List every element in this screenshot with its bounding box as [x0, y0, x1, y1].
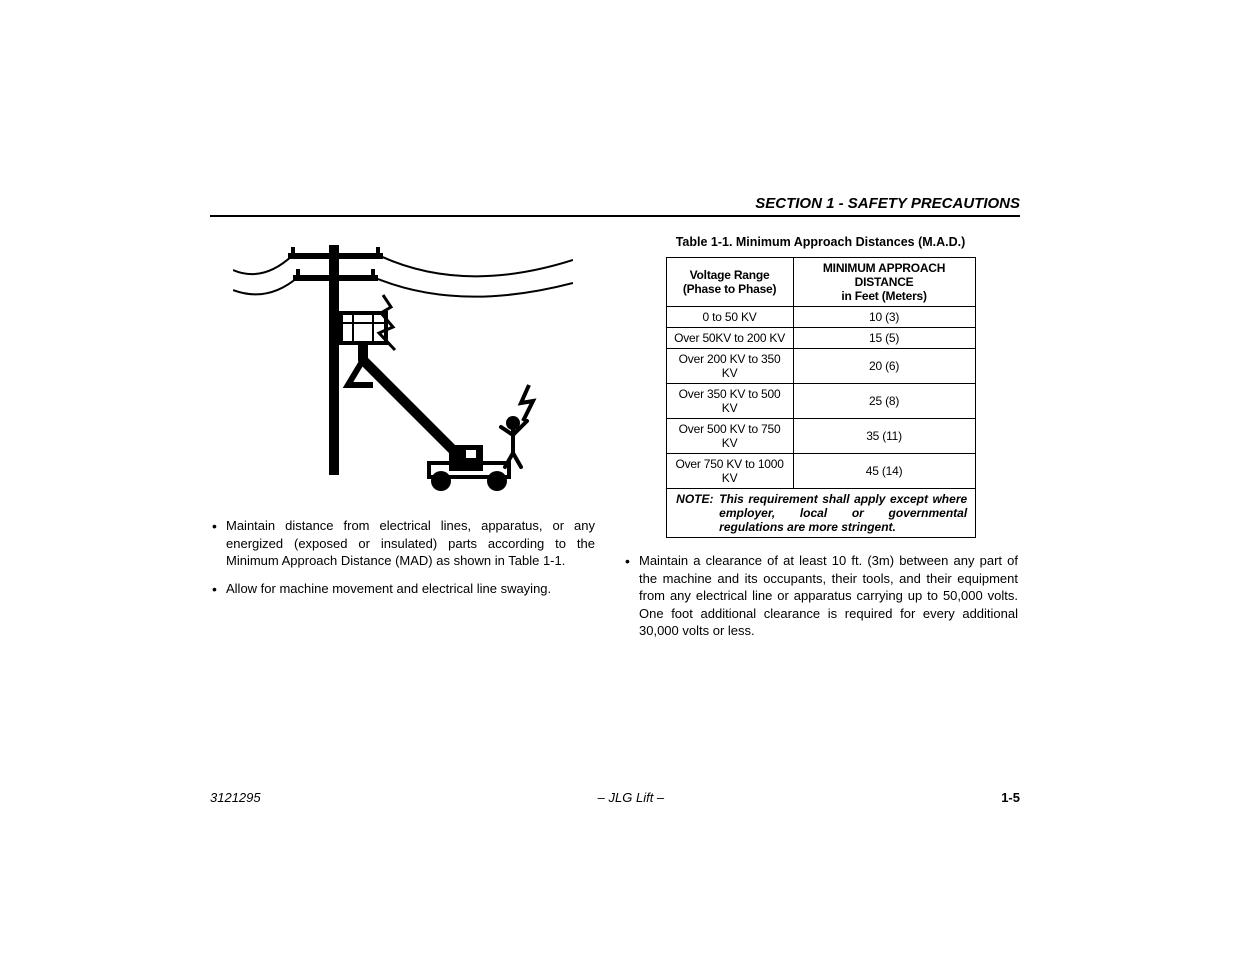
- table-note-row: NOTE: This requirement shall apply excep…: [666, 489, 975, 538]
- right-bullet-list: Maintain a clearance of at least 10 ft. …: [623, 552, 1018, 640]
- cell-range: Over 500 KV to 750 KV: [666, 419, 793, 454]
- note-label: NOTE:: [674, 492, 716, 506]
- table-row: Over 200 KV to 350 KV 20 (6): [666, 349, 975, 384]
- table-caption: Table 1-1. Minimum Approach Distances (M…: [623, 235, 1018, 249]
- table-note-cell: NOTE: This requirement shall apply excep…: [666, 489, 975, 538]
- header-text: (Phase to Phase): [683, 282, 777, 296]
- footer-center: – JLG Lift –: [261, 790, 1002, 805]
- two-column-layout: Maintain distance from electrical lines,…: [210, 235, 1020, 650]
- note-body: This requirement shall apply except wher…: [719, 492, 967, 534]
- cell-range: Over 750 KV to 1000 KV: [666, 454, 793, 489]
- cell-range: Over 50KV to 200 KV: [666, 328, 793, 349]
- table-row: Over 50KV to 200 KV 15 (5): [666, 328, 975, 349]
- col-header-voltage: Voltage Range (Phase to Phase): [666, 258, 793, 307]
- bullet-item: Maintain a clearance of at least 10 ft. …: [623, 552, 1018, 640]
- header-text: in Feet (Meters): [841, 289, 926, 303]
- page-content: SECTION 1 - SAFETY PRECAUTIONS: [210, 195, 1020, 650]
- bullet-item: Allow for machine movement and electrica…: [210, 580, 595, 598]
- cell-dist: 10 (3): [793, 307, 975, 328]
- cell-range: Over 350 KV to 500 KV: [666, 384, 793, 419]
- table-header-row: Voltage Range (Phase to Phase) MINIMUM A…: [666, 258, 975, 307]
- left-column: Maintain distance from electrical lines,…: [210, 235, 595, 650]
- footer-page-number: 1-5: [1001, 790, 1020, 805]
- electrocution-hazard-illustration: [233, 235, 573, 495]
- bullet-item: Maintain distance from electrical lines,…: [210, 517, 595, 570]
- table-row: Over 500 KV to 750 KV 35 (11): [666, 419, 975, 454]
- table-row: Over 350 KV to 500 KV 25 (8): [666, 384, 975, 419]
- section-header: SECTION 1 - SAFETY PRECAUTIONS: [210, 195, 1020, 217]
- cell-range: 0 to 50 KV: [666, 307, 793, 328]
- cell-range: Over 200 KV to 350 KV: [666, 349, 793, 384]
- header-text: MINIMUM APPROACH DISTANCE: [823, 261, 945, 289]
- header-text: Voltage Range: [690, 268, 770, 282]
- cell-dist: 25 (8): [793, 384, 975, 419]
- table-row: Over 750 KV to 1000 KV 45 (14): [666, 454, 975, 489]
- cell-dist: 35 (11): [793, 419, 975, 454]
- footer-doc-number: 3121295: [210, 790, 261, 805]
- right-column: Table 1-1. Minimum Approach Distances (M…: [623, 235, 1018, 650]
- cell-dist: 45 (14): [793, 454, 975, 489]
- left-bullet-list: Maintain distance from electrical lines,…: [210, 517, 595, 597]
- page-footer: 3121295 – JLG Lift – 1-5: [210, 790, 1020, 805]
- cell-dist: 20 (6): [793, 349, 975, 384]
- col-header-distance: MINIMUM APPROACH DISTANCE in Feet (Meter…: [793, 258, 975, 307]
- mad-table: Voltage Range (Phase to Phase) MINIMUM A…: [666, 257, 976, 538]
- table-row: 0 to 50 KV 10 (3): [666, 307, 975, 328]
- cell-dist: 15 (5): [793, 328, 975, 349]
